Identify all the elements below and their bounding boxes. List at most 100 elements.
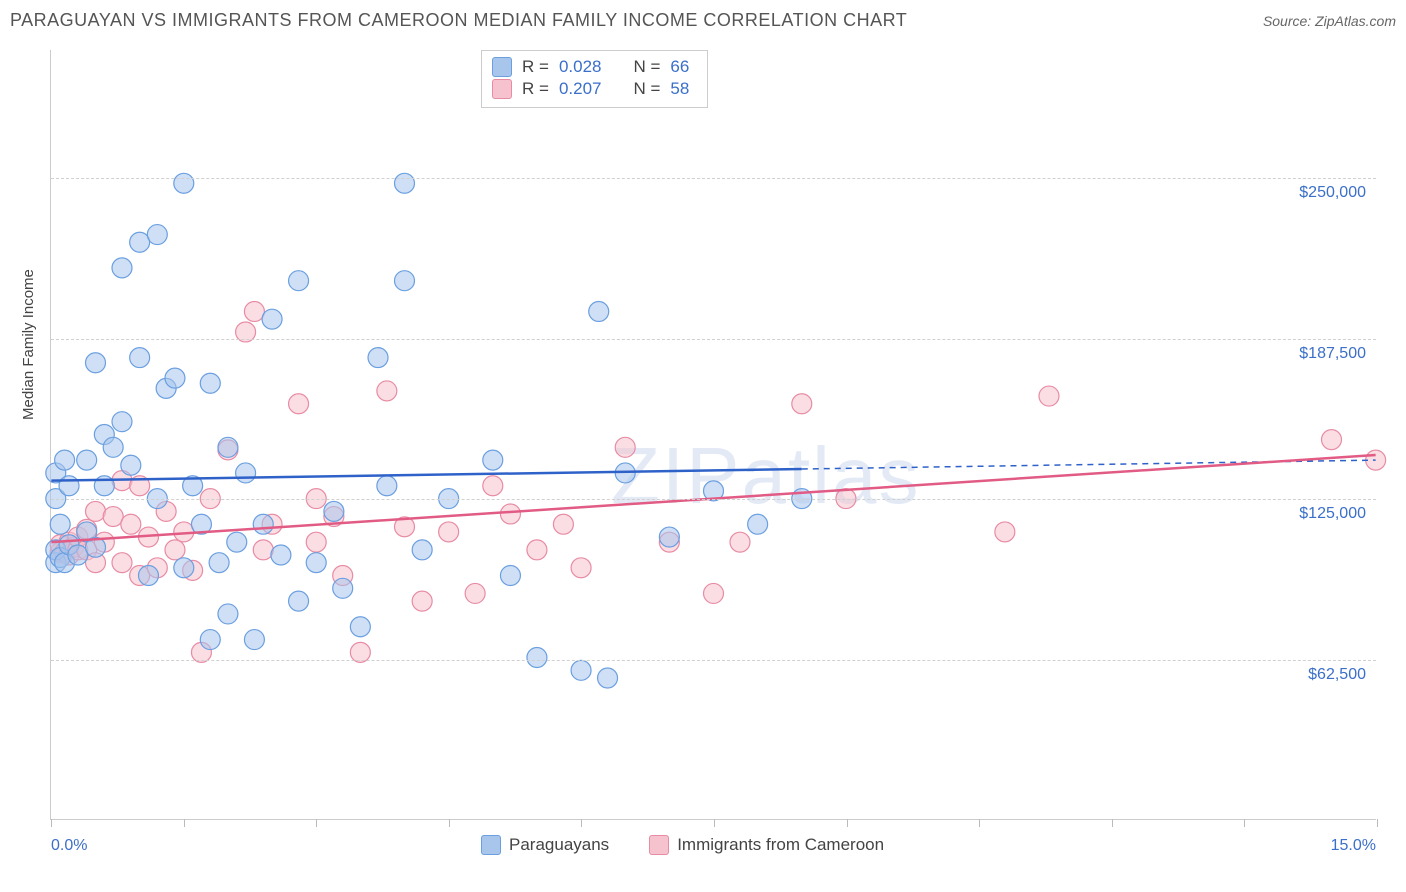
gridline — [51, 339, 1376, 340]
data-point — [253, 540, 273, 560]
data-point — [1039, 386, 1059, 406]
data-point — [244, 630, 264, 650]
title-bar: PARAGUAYAN VS IMMIGRANTS FROM CAMEROON M… — [10, 10, 1396, 31]
data-point — [227, 532, 247, 552]
data-point — [112, 412, 132, 432]
trend-line — [51, 469, 801, 481]
gridline — [51, 660, 1376, 661]
data-point — [130, 348, 150, 368]
data-point — [324, 501, 344, 521]
data-point — [147, 225, 167, 245]
source-attribution: Source: ZipAtlas.com — [1263, 13, 1396, 29]
x-max-label: 15.0% — [1331, 837, 1376, 855]
data-point — [748, 514, 768, 534]
legend-label-series2: Immigrants from Cameroon — [677, 835, 884, 855]
stats-legend: R = 0.028 N = 66 R = 0.207 N = 58 — [481, 50, 708, 108]
data-point — [103, 507, 123, 527]
x-tick — [51, 819, 52, 827]
data-point — [350, 617, 370, 637]
x-tick — [184, 819, 185, 827]
data-point — [395, 271, 415, 291]
data-point — [368, 348, 388, 368]
data-point — [121, 514, 141, 534]
r-value-series1: 0.028 — [559, 57, 602, 77]
data-point — [68, 545, 88, 565]
x-tick — [581, 819, 582, 827]
r-label: R = — [522, 79, 549, 99]
data-point — [500, 565, 520, 585]
y-tick-label: $250,000 — [1299, 184, 1366, 202]
y-axis-label: Median Family Income — [20, 269, 37, 420]
n-value-series1: 66 — [670, 57, 689, 77]
data-point — [333, 578, 353, 598]
x-min-label: 0.0% — [51, 837, 87, 855]
x-tick — [714, 819, 715, 827]
data-point — [289, 271, 309, 291]
gridline — [51, 499, 1376, 500]
data-point — [130, 232, 150, 252]
scatter-svg — [51, 50, 1376, 819]
data-point — [174, 173, 194, 193]
r-label: R = — [522, 57, 549, 77]
data-point — [704, 583, 724, 603]
plot-area: ZIPatlas R = 0.028 N = 66 R = 0.207 N = … — [50, 50, 1376, 820]
stats-row-series2: R = 0.207 N = 58 — [492, 79, 689, 99]
swatch-series1 — [492, 57, 512, 77]
legend-label-series1: Paraguayans — [509, 835, 609, 855]
data-point — [598, 668, 618, 688]
data-point — [112, 258, 132, 278]
chart-title: PARAGUAYAN VS IMMIGRANTS FROM CAMEROON M… — [10, 10, 907, 31]
data-point — [571, 558, 591, 578]
r-value-series2: 0.207 — [559, 79, 602, 99]
gridline — [51, 178, 1376, 179]
data-point — [262, 309, 282, 329]
x-tick — [847, 819, 848, 827]
data-point — [483, 476, 503, 496]
bottom-legend: Paraguayans Immigrants from Cameroon — [481, 835, 884, 855]
data-point — [571, 660, 591, 680]
data-point — [271, 545, 291, 565]
data-point — [165, 368, 185, 388]
x-tick — [1244, 819, 1245, 827]
y-tick-label: $125,000 — [1299, 505, 1366, 523]
data-point — [792, 394, 812, 414]
data-point — [615, 437, 635, 457]
x-tick — [979, 819, 980, 827]
legend-item-series1: Paraguayans — [481, 835, 609, 855]
data-point — [112, 553, 132, 573]
data-point — [121, 455, 141, 475]
data-point — [527, 540, 547, 560]
data-point — [500, 504, 520, 524]
data-point — [289, 591, 309, 611]
data-point — [138, 565, 158, 585]
x-tick — [1377, 819, 1378, 827]
legend-item-series2: Immigrants from Cameroon — [649, 835, 884, 855]
data-point — [244, 301, 264, 321]
swatch-series2-bottom — [649, 835, 669, 855]
data-point — [55, 450, 75, 470]
data-point — [377, 476, 397, 496]
data-point — [1322, 430, 1342, 450]
data-point — [527, 648, 547, 668]
data-point — [306, 532, 326, 552]
data-point — [659, 527, 679, 547]
data-point — [209, 553, 229, 573]
data-point — [77, 450, 97, 470]
data-point — [465, 583, 485, 603]
y-tick-label: $62,500 — [1308, 666, 1366, 684]
data-point — [103, 437, 123, 457]
n-label: N = — [633, 79, 660, 99]
data-point — [200, 630, 220, 650]
data-point — [86, 501, 106, 521]
data-point — [439, 522, 459, 542]
data-point — [395, 173, 415, 193]
data-point — [553, 514, 573, 534]
data-point — [218, 437, 238, 457]
data-point — [412, 591, 432, 611]
data-point — [86, 353, 106, 373]
swatch-series2 — [492, 79, 512, 99]
data-point — [50, 514, 70, 534]
data-point — [289, 394, 309, 414]
x-tick — [449, 819, 450, 827]
data-point — [306, 553, 326, 573]
